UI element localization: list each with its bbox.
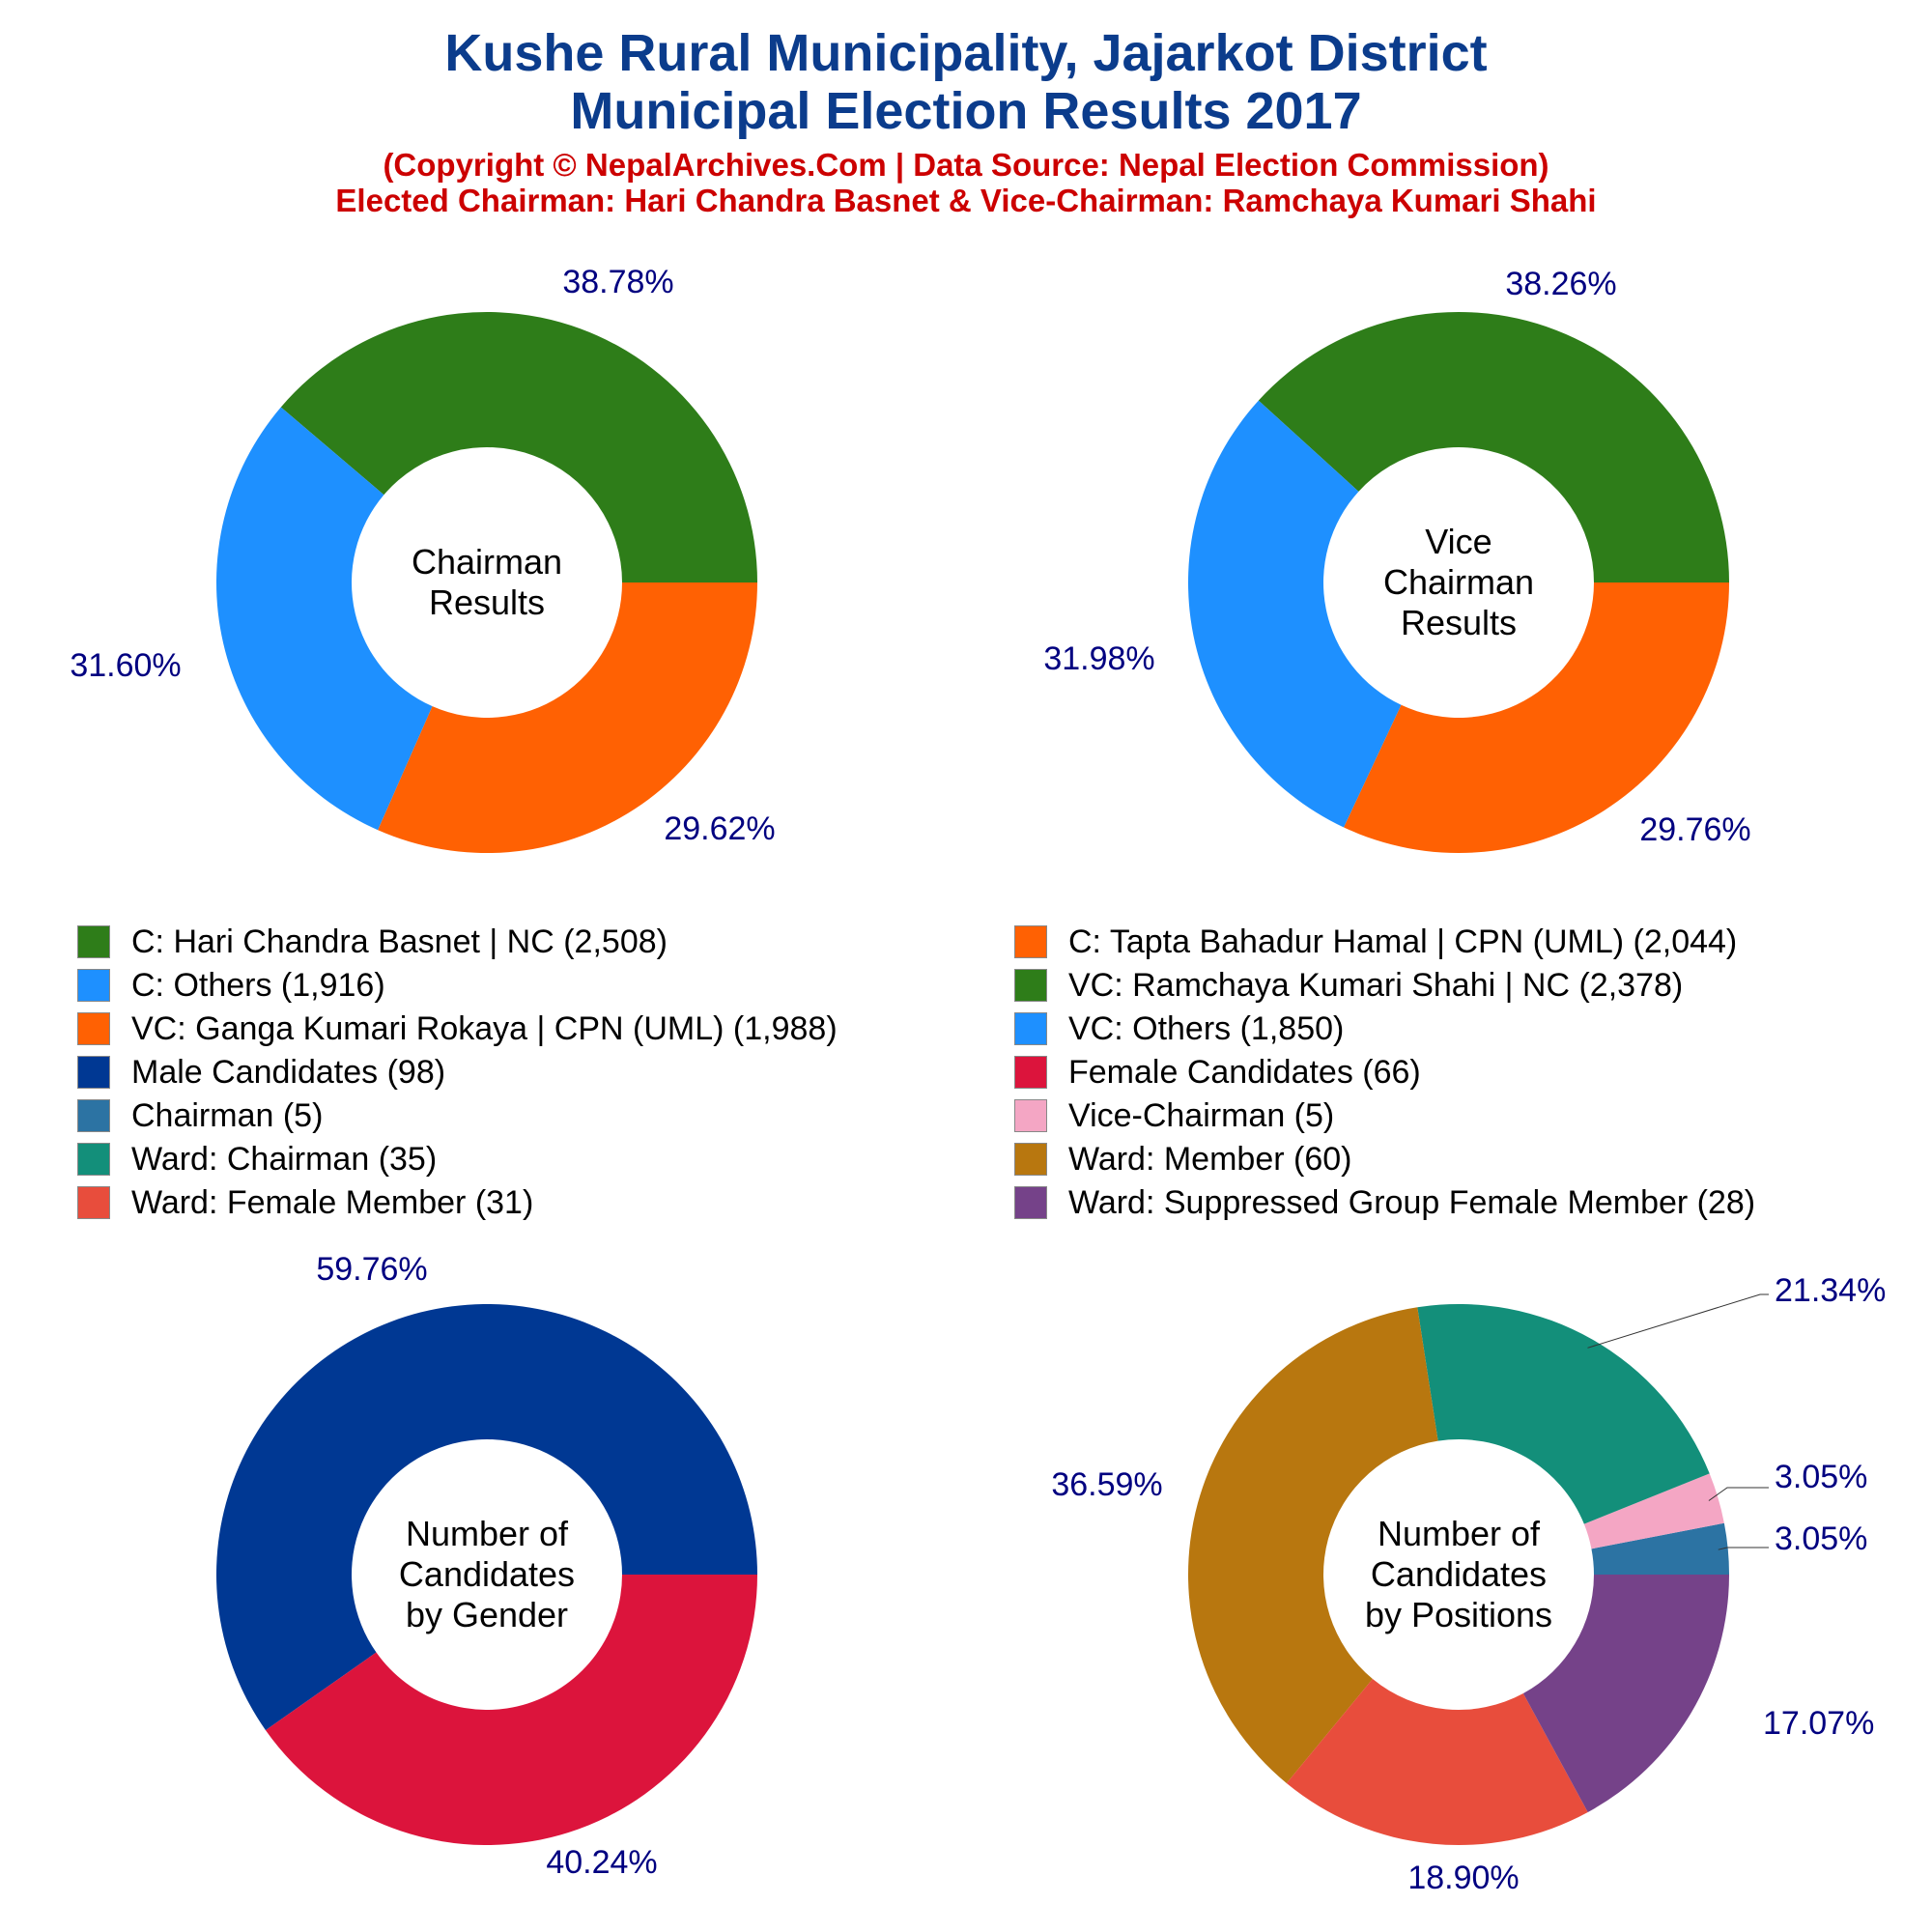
donut-center-label: Number of	[1378, 1514, 1541, 1553]
pie-slice	[1417, 1304, 1710, 1524]
donut-center-label: Candidates	[1371, 1554, 1547, 1594]
slice-pct-label: 18.90%	[1407, 1860, 1519, 1896]
chart-title-line1: Kushe Rural Municipality, Jajarkot Distr…	[444, 24, 1488, 82]
subtitle-copyright: (Copyright © NepalArchives.Com | Data So…	[383, 147, 1549, 183]
pie-slice	[378, 582, 757, 853]
slice-pct-label: 29.76%	[1639, 811, 1750, 848]
slice-pct-label: 36.59%	[1051, 1466, 1162, 1503]
pie-slice	[280, 312, 757, 582]
pie-slice	[1286, 1679, 1588, 1845]
donut-center-label: Chairman	[1383, 562, 1534, 602]
pie-slice	[1188, 400, 1402, 828]
leader-line	[1587, 1293, 1769, 1349]
pie-slice	[1258, 312, 1729, 582]
slice-pct-label: 31.98%	[1043, 640, 1154, 677]
pie-slice	[215, 1303, 758, 1731]
slice-pct-label: 31.60%	[70, 647, 181, 684]
donut-center-label: Vice	[1425, 522, 1492, 561]
slice-pct-label: 40.24%	[546, 1844, 657, 1881]
donut-center-label: Results	[1401, 603, 1517, 642]
pie-slice	[1522, 1575, 1729, 1812]
slice-pct-label: 38.26%	[1505, 266, 1616, 302]
pie-slice	[1344, 582, 1729, 854]
donut-center-label: Candidates	[399, 1554, 575, 1594]
leader-line	[1718, 1547, 1769, 1550]
donut-center-label: Number of	[406, 1514, 569, 1553]
slice-pct-label: 59.76%	[316, 1251, 427, 1288]
leader-line	[1708, 1487, 1769, 1501]
pie-slice	[1591, 1522, 1729, 1575]
subtitle-elected: Elected Chairman: Hari Chandra Basnet & …	[335, 183, 1597, 218]
slice-pct-label: 17.07%	[1763, 1705, 1874, 1742]
slice-pct-label: 3.05%	[1775, 1459, 1867, 1495]
donut-center-label: Chairman	[412, 542, 562, 582]
donut-center-label: Results	[429, 582, 545, 622]
slice-pct-label: 3.05%	[1775, 1520, 1867, 1557]
chart-title-line2: Municipal Election Results 2017	[570, 82, 1362, 140]
slice-pct-label: 29.62%	[664, 810, 775, 847]
donut-center-label: by Gender	[406, 1595, 568, 1634]
slice-pct-label: 38.78%	[562, 264, 673, 300]
pie-slice	[216, 407, 433, 831]
pie-slice	[1188, 1307, 1438, 1784]
slice-pct-label: 21.34%	[1775, 1272, 1886, 1309]
pie-slice	[265, 1575, 757, 1845]
pie-slice	[1583, 1473, 1724, 1549]
donut-center-label: by Positions	[1365, 1595, 1552, 1634]
